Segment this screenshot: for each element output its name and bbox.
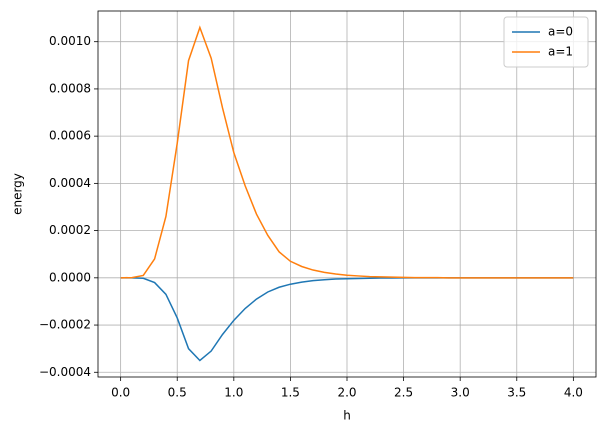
y-tick-label: −0.0004: [39, 365, 91, 379]
y-tick-label: −0.0002: [39, 318, 91, 332]
legend-box: [503, 16, 589, 68]
y-tick-label: 0.0000: [49, 270, 91, 284]
y-tick-label: 0.0004: [49, 176, 91, 190]
series-line: [120, 25, 574, 279]
y-axis-label: energy: [11, 173, 25, 215]
x-tick-label: 0.5: [168, 386, 187, 400]
x-axis-label: h: [343, 409, 351, 423]
x-tick-label: 3.0: [451, 386, 470, 400]
x-tick-label: 3.5: [507, 386, 526, 400]
y-tick-label: 0.0010: [49, 34, 91, 48]
x-tick-label: 0.0: [111, 386, 130, 400]
plot-frame: [97, 10, 597, 378]
x-tick-label: 2.5: [394, 386, 413, 400]
x-tick-label: 1.0: [224, 386, 243, 400]
legend-label: a=1: [548, 45, 573, 59]
x-tick-label: 4.0: [564, 386, 583, 400]
x-tick-label: 1.5: [281, 386, 300, 400]
legend-label: a=0: [548, 25, 573, 39]
y-tick-label: 0.0008: [49, 81, 91, 95]
y-tick-label: 0.0002: [49, 223, 91, 237]
y-tick-label: 0.0006: [49, 129, 91, 143]
x-tick-label: 2.0: [337, 386, 356, 400]
